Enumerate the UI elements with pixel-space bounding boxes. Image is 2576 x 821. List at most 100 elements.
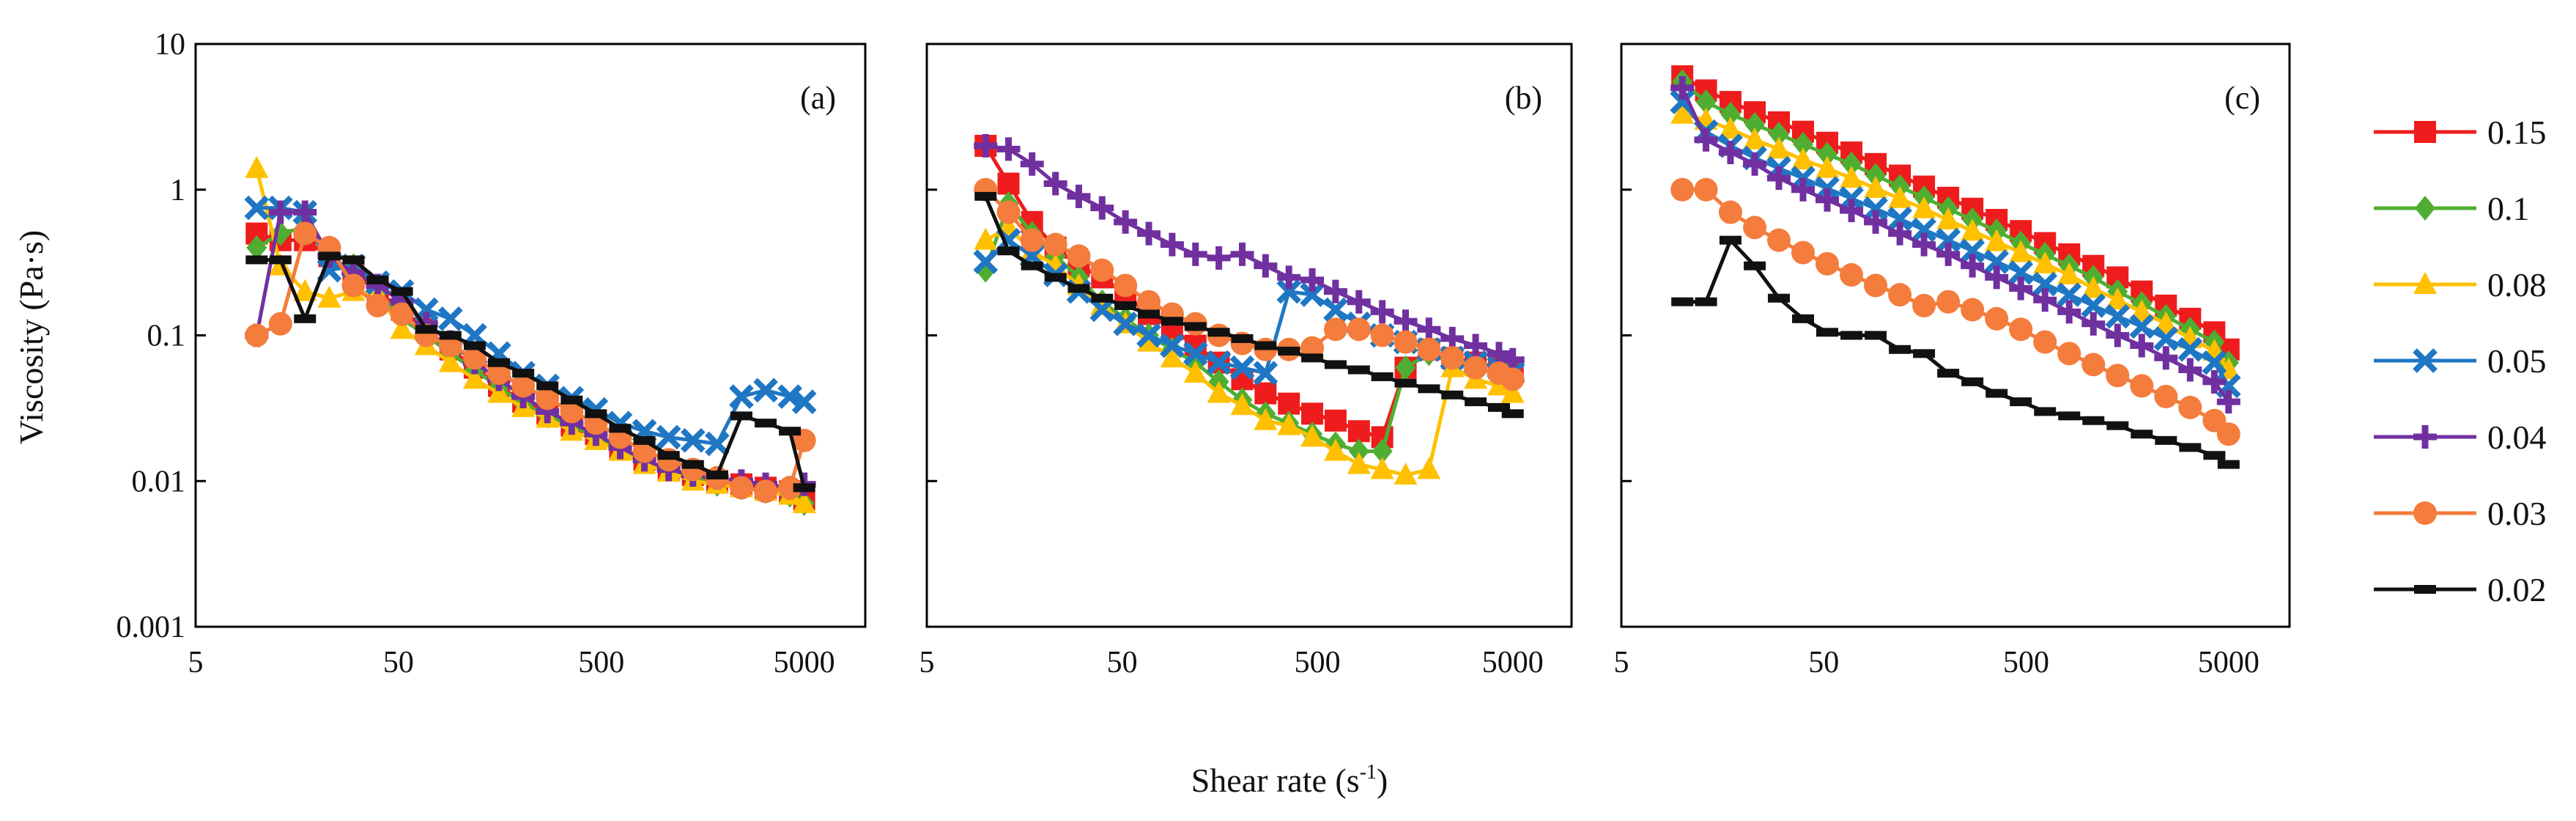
data-point	[1840, 263, 1864, 287]
data-point	[2081, 276, 2106, 298]
plot-frame	[194, 43, 867, 628]
data-point	[585, 409, 607, 419]
data-point	[1323, 297, 1348, 323]
data-point	[1394, 330, 1418, 354]
y-tick-label: 0.1	[147, 320, 186, 353]
data-point	[2106, 421, 2129, 430]
data-point	[294, 314, 317, 323]
series-line	[254, 168, 805, 506]
data-point	[1372, 438, 1393, 464]
x-tick-label: 50	[1107, 646, 1138, 680]
series-0-04	[974, 133, 1525, 372]
data-point	[415, 325, 437, 334]
legend-item-0-03: 0.03	[2374, 495, 2547, 532]
data-point	[1985, 265, 2009, 290]
series-0-08	[245, 155, 816, 514]
x-axis-title-main: Shear rate (s	[1191, 762, 1360, 799]
data-point	[1743, 216, 1767, 240]
data-point	[245, 155, 269, 178]
data-point	[1815, 155, 1839, 178]
data-point	[1984, 249, 2010, 274]
data-point	[1465, 397, 1487, 407]
y-tick-label: 1	[170, 174, 185, 207]
data-point	[1300, 424, 1325, 447]
data-point	[657, 451, 680, 460]
panel-tag: (b)	[1505, 80, 1542, 116]
data-point	[1254, 382, 1277, 405]
data-point	[1370, 457, 1394, 479]
data-point	[366, 275, 389, 284]
data-point	[1985, 306, 2009, 331]
data-point	[293, 279, 317, 301]
data-point	[2217, 460, 2240, 469]
data-point	[1021, 261, 1043, 270]
data-point	[1253, 361, 1278, 386]
data-point	[2179, 443, 2202, 452]
data-point	[1718, 200, 1742, 224]
data-point	[1500, 367, 1525, 391]
data-point	[2216, 422, 2240, 446]
data-point	[462, 367, 486, 389]
legend-item-0-1: 0.1	[2374, 190, 2530, 227]
legend-item-0-08: 0.08	[2374, 266, 2547, 303]
legend-marker	[2414, 121, 2436, 143]
legend-item-0-15: 0.15	[2374, 114, 2547, 151]
data-point	[1348, 438, 1369, 464]
data-point	[1114, 210, 1138, 234]
data-point	[1347, 452, 1371, 474]
data-point	[755, 419, 777, 428]
data-point	[1816, 141, 1837, 167]
data-point	[1936, 290, 1961, 314]
data-point	[1937, 369, 1960, 378]
legend-marker	[2414, 585, 2436, 594]
data-point	[1043, 232, 1067, 257]
data-point	[1231, 334, 1254, 343]
y-axis-title: Viscosity (Pa·s)	[12, 230, 50, 444]
data-point	[974, 227, 998, 250]
data-point	[1718, 117, 1742, 139]
legend: 0.15 0.1 0.08 0.05 0.04 0.03 0.02	[2374, 114, 2547, 608]
data-point	[1254, 254, 1278, 278]
data-point	[1161, 317, 1183, 326]
data-point	[2057, 342, 2081, 366]
data-point	[1464, 334, 1488, 358]
data-point	[1276, 279, 1302, 304]
data-point	[792, 491, 816, 514]
data-point	[1300, 268, 1325, 292]
data-point	[1744, 111, 1766, 137]
data-point	[1395, 355, 1416, 380]
legend-item-0-02: 0.02	[2374, 571, 2547, 608]
data-point	[1160, 345, 1184, 368]
data-point	[997, 172, 1020, 195]
data-point	[1138, 309, 1161, 319]
data-point	[1791, 240, 1815, 265]
data-point	[2202, 369, 2227, 394]
legend-marker	[2413, 348, 2438, 373]
data-point	[2009, 240, 2033, 262]
data-point	[2130, 334, 2154, 358]
data-point	[439, 331, 462, 340]
legend-label: 0.15	[2487, 114, 2547, 151]
data-point	[1670, 177, 1695, 202]
data-point	[730, 411, 752, 421]
data-point	[390, 302, 414, 326]
data-point	[1370, 323, 1394, 347]
data-point	[487, 361, 511, 386]
data-point	[997, 246, 1020, 256]
data-point	[269, 255, 292, 265]
data-point	[729, 384, 754, 409]
data-point	[1744, 261, 1766, 270]
data-point	[1324, 360, 1347, 369]
series-0-08	[974, 215, 1525, 485]
data-point	[1670, 89, 1695, 114]
data-point	[1791, 314, 1814, 323]
series-0-02	[245, 251, 815, 493]
data-point	[2216, 390, 2240, 414]
data-point	[341, 273, 366, 298]
data-point	[317, 285, 341, 308]
data-point	[2057, 300, 2081, 324]
data-point	[1229, 355, 1255, 380]
data-point	[793, 483, 815, 493]
series-0-02	[1671, 235, 2240, 469]
